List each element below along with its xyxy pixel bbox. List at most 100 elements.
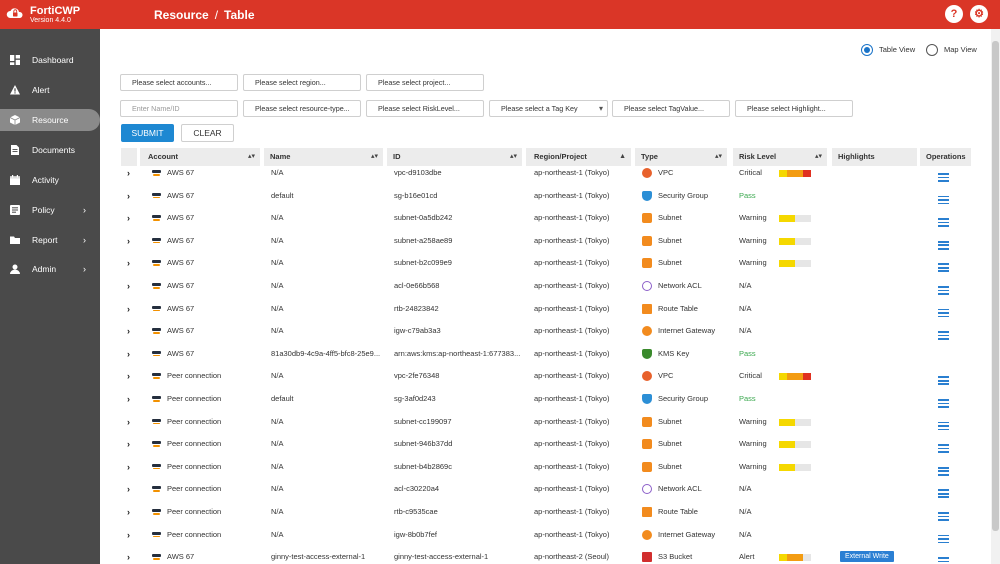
menu-icon[interactable] bbox=[938, 240, 949, 250]
table-row[interactable]: › AWS 67 N/A subnet-b2c099e9 ap-northeast-1 … bbox=[121, 256, 971, 279]
submit-button[interactable]: SUBMIT bbox=[121, 124, 174, 142]
table-row[interactable]: › Peer connection N/A vpc-2fe76348 ap-northe… bbox=[121, 369, 971, 392]
clear-button[interactable]: CLEAR bbox=[181, 124, 234, 142]
expand-row-chevron-icon[interactable]: › bbox=[127, 484, 130, 495]
breadcrumb-section[interactable]: Resource bbox=[154, 8, 209, 22]
resource-type-select[interactable]: Please select resource-type... bbox=[243, 100, 361, 117]
expand-row-chevron-icon[interactable]: › bbox=[127, 168, 130, 178]
risk-level-select[interactable]: Please select RiskLevel... bbox=[366, 100, 484, 117]
region-select[interactable]: Please select region... bbox=[243, 74, 361, 91]
menu-icon[interactable] bbox=[938, 263, 949, 273]
sort-icon[interactable]: ▴▾ bbox=[814, 153, 822, 160]
sidebar-item-resource[interactable]: Resource bbox=[0, 109, 100, 131]
table-row[interactable]: › AWS 67 N/A subnet-a258ae89 ap-northeast-1 … bbox=[121, 234, 971, 257]
menu-icon[interactable] bbox=[938, 218, 949, 227]
expand-row-chevron-icon[interactable]: › bbox=[127, 258, 130, 269]
sort-icon[interactable]: ▴▾ bbox=[370, 153, 378, 160]
sidebar-item-policy[interactable]: Policy › bbox=[0, 199, 100, 221]
help-button[interactable]: ? bbox=[945, 5, 963, 23]
expand-row-chevron-icon[interactable]: › bbox=[127, 529, 130, 540]
sort-icon[interactable]: ▴▾ bbox=[247, 153, 255, 160]
expand-row-chevron-icon[interactable]: › bbox=[127, 552, 130, 563]
scrollbar-thumb[interactable] bbox=[992, 41, 999, 531]
table-row[interactable]: › Peer connection N/A subnet-946b37dd ap-nor… bbox=[121, 437, 971, 460]
account-cell: Peer connection bbox=[167, 507, 222, 516]
expand-row-chevron-icon[interactable]: › bbox=[127, 507, 130, 517]
expand-row-chevron-icon[interactable]: › bbox=[127, 461, 130, 472]
table-row[interactable]: › AWS 67 N/A acl-0e66b568 ap-northeast-1 (To… bbox=[121, 279, 971, 302]
table-row[interactable]: › AWS 67 N/A vpc-d9103dbe ap-northeast-1 (To… bbox=[121, 166, 971, 189]
menu-icon-line bbox=[938, 263, 949, 266]
sort-icon[interactable]: ▴▾ bbox=[509, 153, 517, 160]
igw-resource-icon bbox=[642, 529, 652, 540]
settings-button[interactable]: ⚙ bbox=[970, 5, 988, 23]
menu-icon-line bbox=[938, 560, 949, 563]
expand-row-chevron-icon[interactable]: › bbox=[127, 281, 130, 291]
type-cell: Network ACL bbox=[658, 484, 702, 494]
menu-icon[interactable] bbox=[938, 331, 949, 340]
sidebar-item-dashboard[interactable]: Dashboard bbox=[0, 49, 100, 71]
menu-icon[interactable] bbox=[938, 444, 949, 453]
expand-row-chevron-icon[interactable]: › bbox=[127, 439, 130, 450]
menu-icon[interactable] bbox=[938, 308, 949, 318]
menu-icon[interactable] bbox=[938, 557, 949, 564]
name-id-input[interactable]: Enter Name/ID bbox=[120, 100, 238, 117]
sidebar-item-report[interactable]: Report › bbox=[0, 229, 100, 251]
accounts-select[interactable]: Please select accounts... bbox=[120, 74, 238, 91]
table-row[interactable]: › AWS 67 default sg-b16e01cd ap-northeast-1 … bbox=[121, 189, 971, 212]
menu-icon[interactable] bbox=[938, 376, 949, 386]
column-header-account[interactable]: Account ▴▾ bbox=[140, 148, 260, 166]
column-header-id[interactable]: ID ▴▾ bbox=[387, 148, 522, 166]
table-row[interactable]: › Peer connection N/A subnet-cc199097 ap-nor… bbox=[121, 415, 971, 438]
expand-row-chevron-icon[interactable]: › bbox=[127, 213, 130, 224]
sidebar-item-documents[interactable]: Documents bbox=[0, 139, 100, 161]
sidebar-item-activity[interactable]: Activity bbox=[0, 169, 100, 191]
app-logo[interactable]: FortiCWP Version 4.4.0 bbox=[6, 4, 92, 26]
table-row[interactable]: › Peer connection default sg-3af0d243 ap-nor… bbox=[121, 392, 971, 415]
expand-row-chevron-icon[interactable]: › bbox=[127, 190, 130, 201]
tag-value-select[interactable]: Please select TagValue... bbox=[612, 100, 730, 117]
risk-meter-segment bbox=[787, 373, 795, 381]
table-row[interactable]: › Peer connection N/A acl-c30220a4 ap-northe… bbox=[121, 482, 971, 505]
table-row[interactable]: › AWS 67 81a30db9-4c9a-4ff5-bfc8-25e9... ar… bbox=[121, 347, 971, 370]
expand-row-chevron-icon[interactable]: › bbox=[127, 235, 130, 246]
menu-icon[interactable] bbox=[938, 195, 949, 205]
table-row[interactable]: › AWS 67 N/A igw-c79ab3a3 ap-northeast-1 (To… bbox=[121, 324, 971, 347]
menu-icon[interactable] bbox=[938, 399, 949, 408]
column-header-type[interactable]: Type ▴▾ bbox=[635, 148, 727, 166]
risk-meter-segment bbox=[787, 418, 795, 426]
table-row[interactable]: › AWS 67 ginny-test-access-external-1 ginny… bbox=[121, 550, 971, 564]
expand-row-chevron-icon[interactable]: › bbox=[127, 348, 130, 359]
menu-icon[interactable] bbox=[938, 512, 949, 521]
column-header-name[interactable]: Name ▴▾ bbox=[264, 148, 383, 166]
expand-row-chevron-icon[interactable]: › bbox=[127, 371, 130, 382]
sidebar-item-alert[interactable]: Alert bbox=[0, 79, 100, 101]
table-row[interactable]: › AWS 67 N/A rtb-24823842 ap-northeast-1 (To… bbox=[121, 302, 971, 325]
menu-icon[interactable] bbox=[938, 534, 949, 544]
sort-icon[interactable]: ▴▾ bbox=[714, 153, 722, 160]
tag-key-select[interactable]: Please select a Tag Key bbox=[489, 100, 608, 117]
table-row[interactable]: › AWS 67 N/A subnet-0a5db242 ap-northeast-1 … bbox=[121, 211, 971, 234]
table-row[interactable]: › Peer connection N/A igw-8b0b7fef ap-northe… bbox=[121, 528, 971, 551]
table-row[interactable]: › Peer connection N/A rtb-c9535cae ap-northe… bbox=[121, 505, 971, 528]
column-header-risk-level[interactable]: Risk Level ▴▾ bbox=[733, 148, 827, 166]
column-header-region[interactable]: Region/Project ▲ bbox=[526, 148, 631, 166]
expand-row-chevron-icon[interactable]: › bbox=[127, 303, 130, 314]
expand-row-chevron-icon[interactable]: › bbox=[127, 326, 130, 337]
menu-icon[interactable] bbox=[938, 489, 949, 499]
project-select[interactable]: Please select project... bbox=[366, 74, 484, 91]
highlight-select[interactable]: Please select Highlight... bbox=[735, 100, 853, 117]
menu-icon-line bbox=[938, 421, 949, 424]
vertical-scrollbar[interactable] bbox=[991, 29, 1000, 564]
table-row[interactable]: › Peer connection N/A subnet-b4b2869c ap-nor… bbox=[121, 460, 971, 483]
menu-icon-line bbox=[938, 202, 949, 205]
menu-icon[interactable] bbox=[938, 466, 949, 476]
risk-meter-segment bbox=[803, 215, 811, 223]
expand-row-chevron-icon[interactable]: › bbox=[127, 416, 130, 427]
menu-icon[interactable] bbox=[938, 286, 949, 295]
menu-icon[interactable] bbox=[938, 173, 949, 182]
expand-row-chevron-icon[interactable]: › bbox=[127, 394, 130, 404]
sort-ascending-icon[interactable]: ▲ bbox=[619, 153, 626, 160]
sidebar-item-admin[interactable]: Admin › bbox=[0, 258, 100, 280]
menu-icon[interactable] bbox=[938, 421, 949, 431]
